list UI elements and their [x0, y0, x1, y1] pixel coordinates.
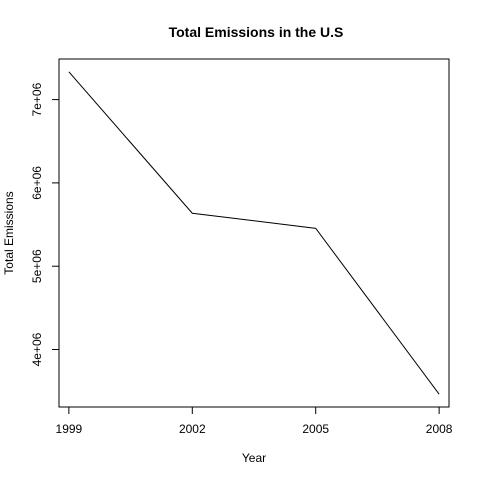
series-line	[68, 71, 440, 395]
y-tick-label: 7e+06	[30, 82, 44, 116]
y-tick-label: 4e+06	[30, 332, 44, 366]
x-tick-label: 1999	[56, 422, 83, 436]
x-tick-label: 2005	[302, 422, 329, 436]
x-tick-label: 2008	[426, 422, 453, 436]
y-axis-label: Total Emissions	[2, 191, 16, 274]
plot-frame	[58, 58, 450, 408]
x-tick-label: 2002	[179, 422, 206, 436]
chart-title: Total Emissions in the U.S	[169, 24, 344, 40]
y-tick-label: 5e+06	[30, 249, 44, 283]
x-axis: 1999 2002 2005 2008	[56, 406, 453, 436]
x-axis-label: Year	[242, 451, 266, 465]
y-axis: 4e+06 5e+06 6e+06 7e+06	[30, 82, 60, 366]
y-tick-label: 6e+06	[30, 166, 44, 200]
